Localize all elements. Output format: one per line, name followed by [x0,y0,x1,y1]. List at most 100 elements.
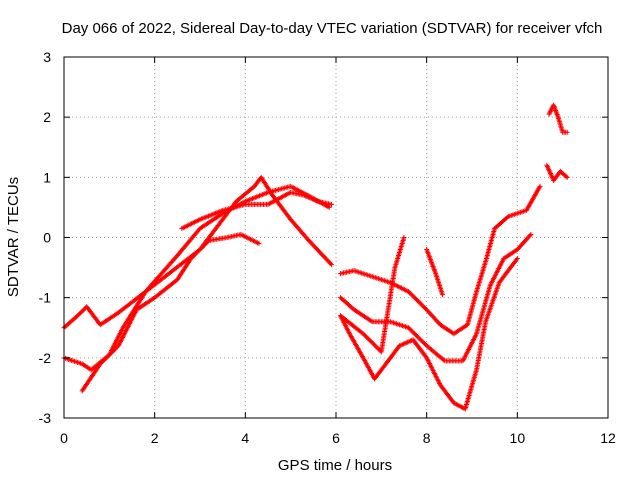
chart-title: Day 066 of 2022, Sidereal Day-to-day VTE… [62,20,603,37]
series-6 [338,231,534,364]
data-point [406,325,412,331]
data-point [256,241,262,247]
data-point [514,256,520,262]
y-tick-label: -3 [39,410,52,426]
x-tick-label: 6 [332,430,340,446]
data-point [415,334,421,340]
data-point [205,239,211,245]
data-point [198,245,204,251]
data-point [418,301,424,307]
series-11 [544,162,570,183]
data-point [407,326,413,332]
data-point [423,306,429,312]
data-point [564,174,570,180]
data-point [200,243,206,249]
y-tick-label: 0 [43,230,51,246]
data-point [537,183,543,189]
data-point [419,338,425,344]
x-tick-label: 0 [60,430,68,446]
data-point [190,253,196,259]
data-point [110,348,116,354]
data-point [100,359,106,365]
data-point [326,204,332,210]
data-point [528,231,534,237]
data-point [440,292,446,298]
x-tick-label: 2 [151,430,159,446]
y-tick-label: 2 [43,109,51,125]
data-point [203,241,209,247]
data-point [410,293,416,299]
data-point [413,297,419,303]
data-point [415,298,421,304]
data-point [412,295,418,301]
data-point [504,214,510,220]
data-point [202,242,208,248]
data-point [376,347,382,353]
data-point [75,313,81,319]
data-point [416,335,422,341]
data-point [188,256,194,262]
data-point [420,303,426,309]
data-point [368,339,374,345]
y-tick-label: 1 [43,169,51,185]
data-point [367,338,373,344]
x-axis-label: GPS time / hours [278,457,392,474]
data-point [401,235,407,240]
data-point [411,294,417,300]
data-point [419,302,425,308]
data-point [197,247,203,253]
data-point [109,350,115,356]
data-point [360,331,366,337]
data-point [191,252,197,258]
data-point [411,330,417,336]
data-point [107,351,113,357]
data-point [408,291,414,297]
series-5 [338,183,543,337]
data-points [61,102,570,412]
data-point [421,304,427,310]
data-point [104,354,110,360]
data-point [413,333,419,339]
data-point [409,292,415,298]
y-tick-label: -1 [39,290,52,306]
data-point [408,327,414,333]
data-point [76,312,82,318]
series-10 [546,102,570,135]
data-point [101,357,107,363]
data-point [563,173,569,179]
data-point [196,248,202,254]
data-point [370,341,376,347]
data-point [564,129,570,135]
x-tick-label: 12 [600,430,616,446]
data-point [420,339,426,345]
data-point [407,290,413,296]
data-point [527,233,533,239]
data-point [192,251,198,257]
grid-lines [64,57,608,418]
data-point [366,336,372,342]
data-point [78,309,84,315]
data-point [103,355,109,361]
data-point [362,333,368,339]
data-point [113,345,119,351]
y-tick-label: -2 [39,350,52,366]
series-4 [179,189,334,231]
x-tick-label: 8 [423,430,431,446]
data-point [195,249,201,255]
data-point [97,361,103,367]
data-point [365,335,371,341]
data-point [364,334,370,340]
x-tick-label: 10 [510,430,526,446]
data-point [417,300,423,306]
data-point [416,299,422,305]
data-point [373,343,379,349]
data-point [98,360,104,366]
data-point [106,352,112,358]
y-tick-label: 3 [43,49,51,65]
data-point [361,332,367,338]
data-point [372,342,378,348]
data-point [114,344,120,350]
